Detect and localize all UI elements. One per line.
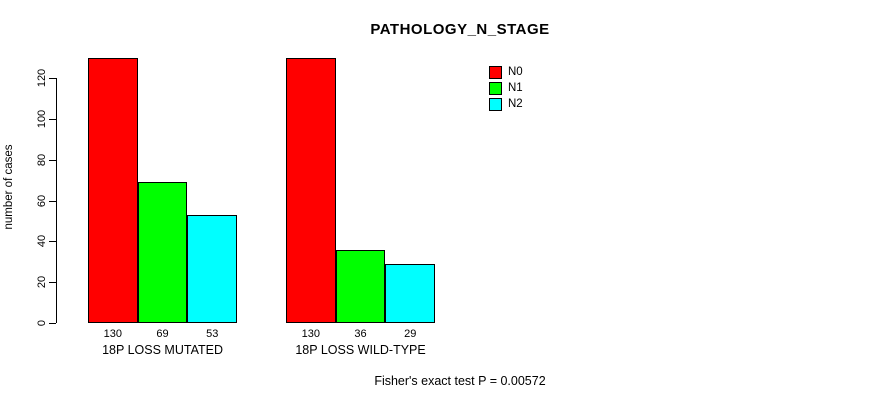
bar-value-label: 130 xyxy=(103,328,123,340)
y-tick-mark xyxy=(49,241,56,243)
y-axis-label: number of cases xyxy=(3,144,15,230)
y-tick-mark xyxy=(49,159,56,161)
bar-value-label: 36 xyxy=(354,328,367,340)
y-tick-label: 120 xyxy=(36,68,48,88)
y-tick-label: 40 xyxy=(36,235,48,248)
bar-value-label: 29 xyxy=(404,328,417,340)
legend-label: N1 xyxy=(508,82,523,94)
y-tick-mark xyxy=(49,118,56,120)
bar-n2-group2 xyxy=(385,263,436,323)
y-tick-label: 20 xyxy=(36,276,48,289)
bar-value-label: 69 xyxy=(156,328,169,340)
bar-n1-group1 xyxy=(137,182,188,323)
chart-title: PATHOLOGY_N_STAGE xyxy=(370,21,550,38)
bar-n2-group1 xyxy=(187,214,238,323)
y-tick-mark xyxy=(49,78,56,79)
y-tick-mark xyxy=(49,200,56,202)
y-tick-mark xyxy=(49,323,56,324)
y-tick-label: 0 xyxy=(36,319,48,327)
legend-swatch-n1 xyxy=(489,81,502,95)
y-tick-label: 60 xyxy=(36,194,48,207)
bar-n0-group1 xyxy=(88,57,138,323)
bar-value-label: 130 xyxy=(301,328,321,340)
statistical-test-annotation: Fisher's exact test P = 0.00572 xyxy=(374,374,546,388)
legend-label: N2 xyxy=(508,98,523,110)
y-axis-line xyxy=(56,78,57,323)
legend-swatch-n0 xyxy=(489,65,502,79)
bar-value-label: 53 xyxy=(206,328,219,340)
bar-n0-group2 xyxy=(286,57,336,323)
legend-swatch-n2 xyxy=(489,97,502,111)
y-tick-mark xyxy=(49,282,56,284)
legend-row-n1: N1 xyxy=(489,80,523,96)
legend-row-n2: N2 xyxy=(489,96,523,112)
y-tick-label: 100 xyxy=(36,109,48,129)
legend-label: N0 xyxy=(508,66,523,78)
legend-row-n0: N0 xyxy=(489,64,523,80)
bar-n1-group2 xyxy=(335,249,386,323)
legend: N0 N1 N2 xyxy=(489,64,523,112)
category-label: 18P LOSS WILD-TYPE xyxy=(295,343,426,357)
y-tick-label: 80 xyxy=(36,153,48,166)
category-label: 18P LOSS MUTATED xyxy=(102,343,223,357)
